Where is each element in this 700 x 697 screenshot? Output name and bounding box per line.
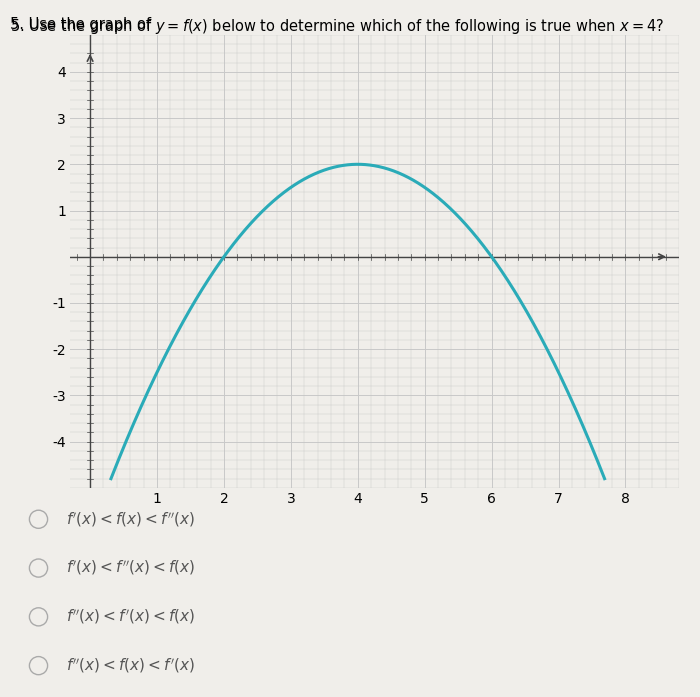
Text: $f''(x) < f(x) < f'(x)$: $f''(x) < f(x) < f'(x)$ bbox=[66, 657, 195, 675]
Text: $f''(x) < f'(x) < f(x)$: $f''(x) < f'(x) < f(x)$ bbox=[66, 608, 195, 626]
Text: 5. Use the graph of: 5. Use the graph of bbox=[10, 17, 156, 33]
Text: 5. Use the graph of $y = f(x)$ below to determine which of the following is true: 5. Use the graph of $y = f(x)$ below to … bbox=[10, 17, 664, 36]
Text: $f'(x) < f''(x) < f(x)$: $f'(x) < f''(x) < f(x)$ bbox=[66, 559, 195, 577]
Text: $f'(x) < f(x) < f''(x)$: $f'(x) < f(x) < f''(x)$ bbox=[66, 510, 195, 528]
